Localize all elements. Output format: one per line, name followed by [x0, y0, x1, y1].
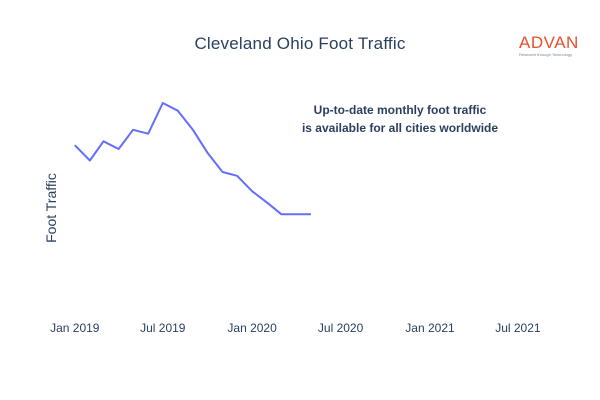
series-layer	[74, 102, 311, 216]
x-tick-label: Jan 2021	[405, 321, 455, 335]
chart-annotation: Up-to-date monthly foot traffic is avail…	[220, 101, 580, 137]
x-tick-label: Jul 2020	[318, 321, 364, 335]
annotation-line-1: Up-to-date monthly foot traffic	[313, 103, 487, 117]
logo-wordmark: ADVAN	[519, 33, 579, 52]
x-axis-ticks: Jan 2019 Jul 2019 Jan 2020 Jul 2020 Jan 2021…	[50, 321, 541, 335]
logo-tagline: Research through Technology	[519, 52, 573, 57]
annotation-line-2: is available for all cities worldwide	[301, 121, 499, 135]
x-tick-label: Jul 2019	[140, 321, 186, 335]
series-line	[74, 102, 311, 216]
x-tick-label: Jul 2021	[495, 321, 541, 335]
chart-title: Cleveland Ohio Foot Traffic	[194, 34, 406, 53]
x-tick-label: Jan 2020	[227, 321, 277, 335]
advan-logo: ADVAN Research through Technology	[519, 34, 589, 57]
x-tick-label: Jan 2019	[50, 321, 100, 335]
